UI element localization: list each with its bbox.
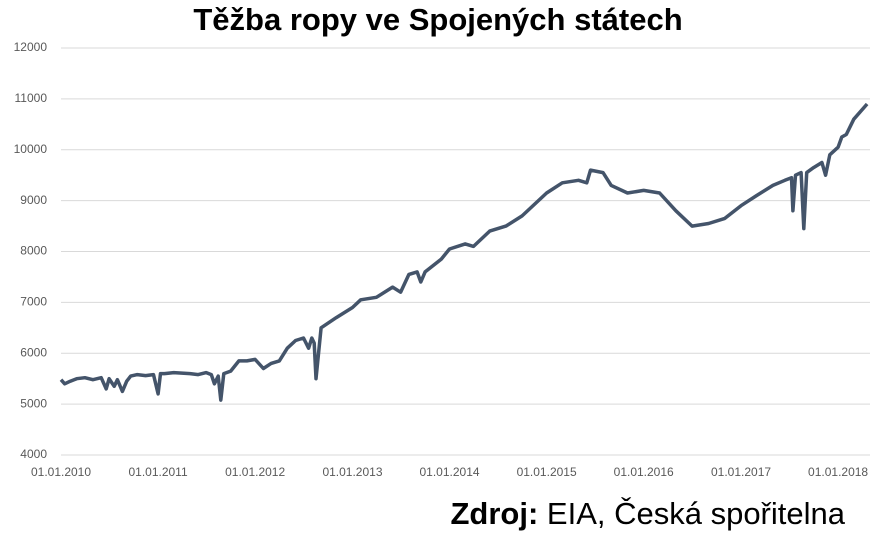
x-tick-label: 01.01.2011 <box>128 465 187 479</box>
x-tick-label: 01.01.2013 <box>322 465 382 479</box>
y-tick-label: 12000 <box>14 40 48 54</box>
chart-title: Těžba ropy ve Spojených státech <box>193 2 682 37</box>
y-tick-label: 5000 <box>20 396 47 410</box>
source-label: Zdroj: <box>450 496 538 531</box>
y-tick-label: 6000 <box>20 345 47 359</box>
y-tick-label: 8000 <box>20 244 47 258</box>
line <box>59 102 869 402</box>
x-tick-label: 01.01.2016 <box>614 465 674 479</box>
y-tick-label: 10000 <box>14 142 48 156</box>
x-tick-label: 01.01.2012 <box>225 465 285 479</box>
x-tick-label: 01.01.2015 <box>517 465 577 479</box>
x-tick-label: 01.01.2014 <box>420 465 480 479</box>
source-text: EIA, Česká spořitelna <box>547 496 846 531</box>
y-tick-label: 9000 <box>20 193 47 207</box>
x-tick-label: 01.01.2017 <box>711 465 771 479</box>
source: Zdroj: EIA, Česká spořitelna <box>450 496 845 531</box>
y-tick-label: 7000 <box>20 295 47 309</box>
x-tick-label: 01.01.2018 <box>808 465 868 479</box>
y-tick-label: 11000 <box>15 91 48 105</box>
y-tick-label: 4000 <box>20 447 47 461</box>
x-tick-label: 01.01.2010 <box>31 465 91 479</box>
